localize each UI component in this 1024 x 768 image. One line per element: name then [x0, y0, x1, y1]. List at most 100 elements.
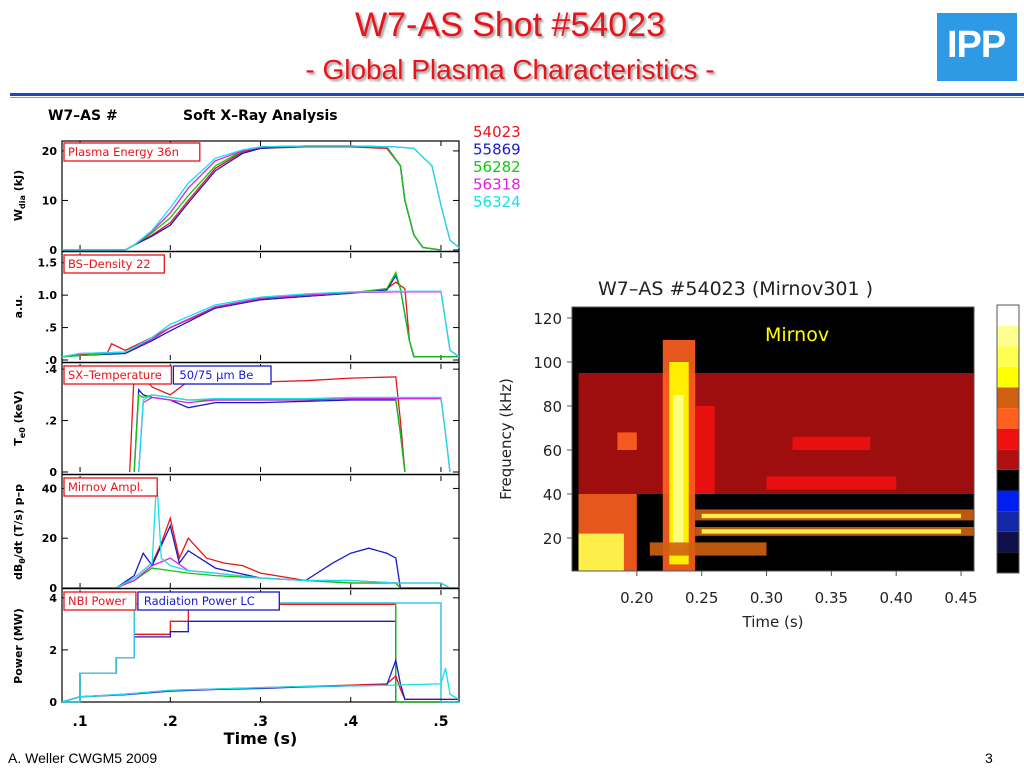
panel-label-density: BS–Density 22	[68, 257, 151, 271]
mirnov-spectrogram: W7–AS #54023 (Mirnov301 ) Mirnov 20 40 60 80 1…	[497, 278, 978, 631]
x-tick-label: 0.45	[944, 589, 977, 607]
slide-subtitle: - Global Plasma Characteristics -	[305, 54, 715, 85]
series-line-density-1	[61, 281, 459, 358]
panel-label2-box	[172, 365, 272, 385]
header-rule-thin	[10, 97, 1024, 98]
y-axis-label-power: Power (MW)	[12, 608, 25, 684]
y-tick-label: 80	[543, 398, 562, 416]
y-tick-label: 100	[533, 354, 562, 372]
spectrogram-region	[766, 476, 897, 490]
colorbar-swatch	[997, 511, 1019, 532]
legend-entry: 56318	[473, 176, 521, 194]
x-tick-label: .3	[253, 714, 268, 730]
y-tick-label: .0	[45, 354, 57, 367]
y-tick-label: 0	[49, 696, 57, 709]
x-tick-label: 0.30	[750, 589, 783, 607]
figure-header-left: W7–AS #	[48, 108, 118, 124]
colorbar-swatch	[997, 552, 1019, 573]
y-tick-label: 0	[49, 466, 57, 479]
series-line-density-5	[61, 290, 460, 358]
series-line-power-5	[62, 602, 459, 703]
spectrogram-annotation: Mirnov	[765, 324, 829, 346]
colorbar-swatch	[997, 346, 1019, 367]
y-tick-label: 1.0	[38, 289, 58, 302]
y-tick-label: 20	[42, 532, 58, 545]
slide-title: W7-AS Shot #54023	[355, 6, 665, 44]
series-line-energy-1	[62, 146, 442, 251]
y-tick-label: 0	[49, 244, 57, 257]
x-tick-label: .5	[433, 714, 448, 730]
panel-label-box	[63, 365, 173, 385]
colorbar-swatch	[997, 408, 1019, 429]
panel-label-power: NBI Power	[68, 594, 127, 608]
y-tick-label: 20	[42, 145, 58, 158]
series-line-density-4	[61, 291, 460, 358]
panel-label-box	[63, 591, 137, 611]
x-tick-label: 0.20	[620, 589, 653, 607]
spectrogram-region	[701, 513, 962, 519]
spectrogram-region	[617, 432, 637, 450]
colorbar-swatch	[997, 325, 1019, 347]
x-tick-label: .4	[343, 714, 358, 730]
y-tick-label: 2	[49, 644, 57, 657]
colorbar-swatch	[997, 366, 1019, 388]
x-axis-label: Time (s)	[742, 613, 804, 631]
legend-entry: 54023	[473, 123, 521, 141]
x-tick-label: 0.25	[685, 589, 718, 607]
series-line-power-2	[62, 620, 459, 703]
x-tick-label: .2	[163, 714, 178, 730]
series-line-temperature-2	[133, 388, 406, 473]
y-tick-label: .5	[45, 322, 57, 335]
y-tick-label: .2	[45, 415, 57, 428]
legend-entry: 56324	[473, 193, 521, 211]
spectrogram-title: W7–AS #54023 (Mirnov301 )	[598, 278, 873, 300]
spectrogram-region	[649, 542, 767, 556]
panel-label-energy: Plasma Energy 36n	[68, 145, 179, 159]
y-tick-label: 1.5	[38, 257, 58, 270]
panel-label-mirnov: Mirnov Ampl.	[68, 480, 144, 494]
footer-page-number: 3	[985, 750, 993, 766]
y-tick-label: 0	[49, 582, 57, 595]
spectrogram-region	[701, 529, 962, 534]
panel-label-box	[63, 254, 165, 274]
y-tick-label: 40	[543, 486, 562, 504]
y-axis-label-temperature: Te0 (keV)	[12, 390, 27, 445]
header-rule	[10, 93, 1024, 96]
spectrogram-colorbar	[996, 304, 1020, 574]
series-line-mirnov-5	[62, 478, 459, 589]
colorbar-swatch	[997, 469, 1019, 491]
colorbar-frame	[996, 304, 1020, 574]
spectrogram-region	[578, 373, 974, 494]
spectrogram-region	[695, 406, 715, 494]
colorbar-swatch	[997, 305, 1019, 326]
panel-label2-box	[137, 591, 280, 611]
x-tick-label: .1	[73, 714, 88, 730]
legend-entry: 55869	[473, 141, 521, 159]
series-line-power-8	[61, 667, 460, 703]
y-tick-label: 120	[533, 310, 562, 328]
panel-label-box	[63, 142, 201, 162]
colorbar-swatch	[997, 449, 1019, 470]
colorbar-swatch	[997, 387, 1019, 409]
series-line-density-3	[61, 270, 459, 358]
figure-header-right: Soft X–Ray Analysis	[183, 108, 338, 124]
x-axis-label: Time (s)	[224, 729, 298, 748]
panel-label2-power: Radiation Power LC	[144, 594, 255, 608]
panel-label-box	[63, 477, 158, 497]
y-axis-label: Frequency (kHz)	[497, 378, 515, 500]
spectrogram-region	[578, 533, 624, 571]
spectrogram-frame	[571, 306, 975, 572]
y-axis-label-energy: Wdia (kJ)	[12, 170, 27, 221]
y-tick-label: 4	[49, 592, 57, 605]
logo-text: IPP	[947, 24, 1006, 66]
panel-label2-temperature: 50/75 μm Be	[179, 368, 253, 382]
ipp-logo: IPP	[937, 13, 1017, 81]
y-axis-label-mirnov: dBθ/dt (T/s) p–p	[12, 484, 27, 580]
panel-label-temperature: SX–Temperature	[68, 368, 162, 382]
x-tick-label: 0.40	[879, 589, 912, 607]
series-line-mirnov-2	[62, 523, 459, 589]
spectrogram-region	[792, 436, 871, 450]
series-line-temperature-5	[138, 394, 451, 473]
series-line-power-7	[61, 657, 459, 703]
